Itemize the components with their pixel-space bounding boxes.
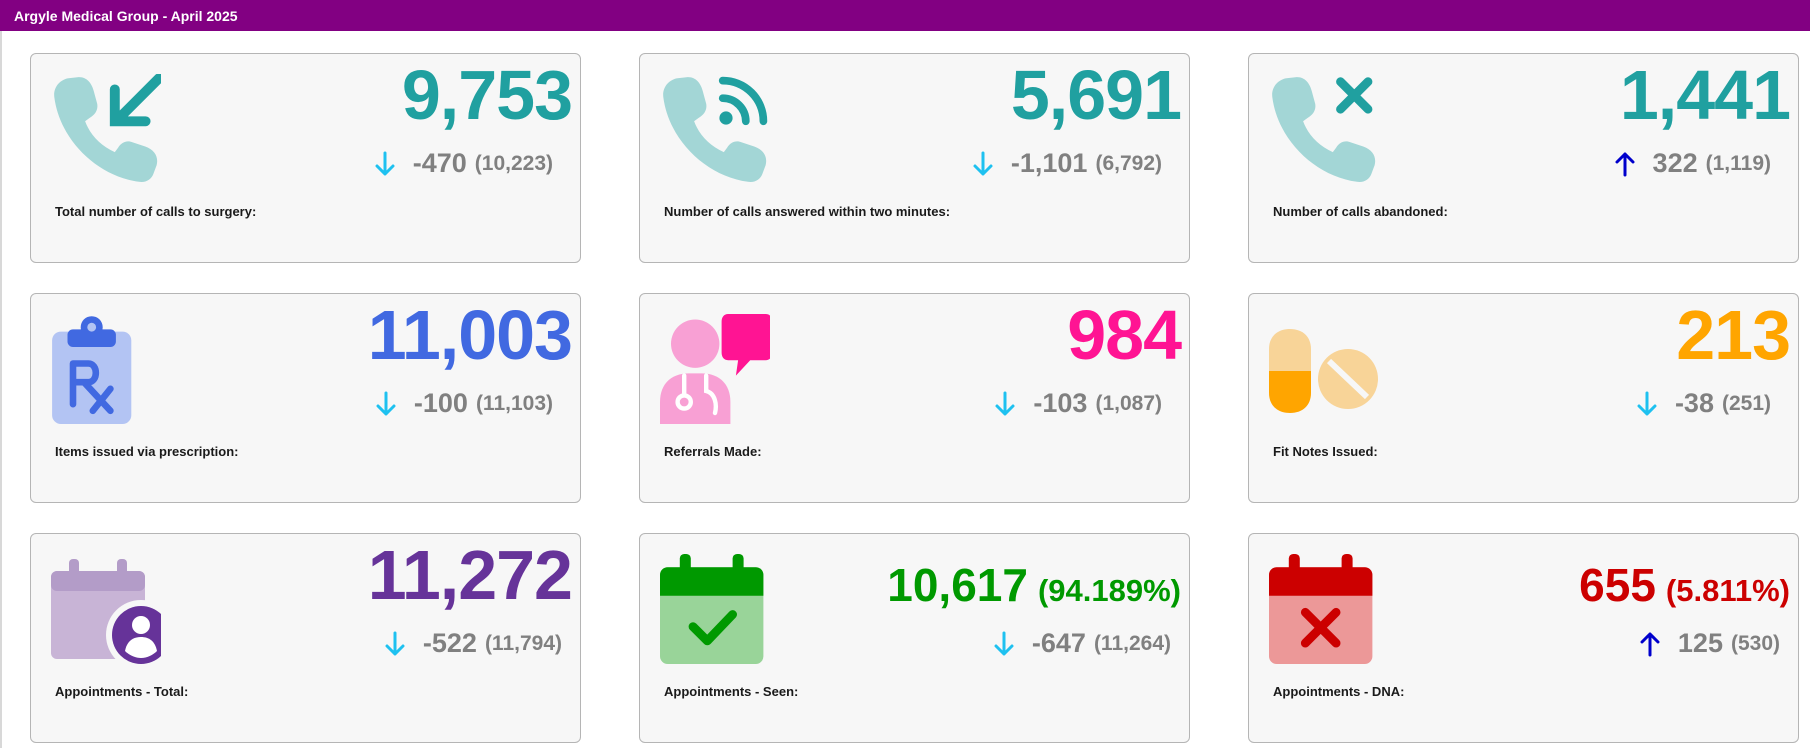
metric-percent: (5.811%) [1665, 573, 1790, 608]
change-value: -100 [413, 388, 468, 418]
page-left-edge [0, 31, 2, 748]
prescription-clipboard-icon [51, 314, 161, 424]
metric-label: Number of calls abandoned: [1273, 204, 1448, 219]
card-total-calls: 9,753 -470 (10,223) Total number of call… [30, 53, 581, 263]
card-prescriptions: 11,003 -100 (11,103) Items issued via pr… [30, 293, 581, 503]
change-line: -522 (11,794) [384, 628, 562, 659]
metric-value: 9,753 [401, 56, 573, 134]
arrow-down-icon [972, 151, 994, 177]
change-line: 322 (1,119) [1614, 148, 1771, 179]
doctor-referral-icon [660, 314, 770, 424]
card-appointments-dna: 655 (5.811%) 125 (530) Appointments - DNA… [1248, 533, 1799, 743]
metric-percent: (94.189%) [1037, 573, 1181, 608]
change-line: -1,101 (6,792) [972, 148, 1162, 179]
metric-label: Total number of calls to surgery: [55, 204, 257, 219]
arrow-down-icon [374, 151, 396, 177]
metric-value-line: 655 (5.811%) [1579, 562, 1790, 608]
change-line: -103 (1,087) [994, 388, 1162, 419]
pills-icon [1269, 314, 1379, 424]
change-value: -1,101 [1010, 148, 1088, 178]
previous-value: (251) [1721, 391, 1771, 415]
calendar-user-icon [51, 554, 161, 664]
phone-answered-icon [660, 74, 770, 184]
previous-value: (6,792) [1095, 151, 1162, 175]
metric-value-line: 10,617 (94.189%) [887, 562, 1181, 608]
card-appointments-total: 11,272 -522 (11,794) Appointments - Tota… [30, 533, 581, 743]
change-line: -100 (11,103) [375, 388, 553, 419]
change-line: -38 (251) [1636, 388, 1771, 419]
arrow-up-icon [1639, 631, 1661, 657]
change-value: 322 [1652, 148, 1698, 178]
arrow-down-icon [994, 391, 1016, 417]
metric-value: 11,003 [367, 296, 573, 374]
previous-value: (530) [1730, 631, 1780, 655]
card-referrals: 984 -103 (1,087) Referrals Made: [639, 293, 1190, 503]
calendar-cross-icon [1269, 554, 1379, 664]
metric-value-line: 984 [1067, 300, 1182, 370]
metric-label: Referrals Made: [664, 444, 762, 459]
metric-value: 10,617 [887, 559, 1028, 611]
card-calls-answered: 5,691 -1,101 (6,792) Number of calls ans… [639, 53, 1190, 263]
previous-value: (1,119) [1705, 151, 1771, 175]
card-calls-abandoned: 1,441 322 (1,119) Number of calls abando… [1248, 53, 1799, 263]
metric-value: 984 [1067, 296, 1182, 374]
report-header: Argyle Medical Group - April 2025 [0, 0, 1810, 31]
card-fit-notes: 213 -38 (251) Fit Notes Issued: [1248, 293, 1799, 503]
metric-value: 655 [1579, 559, 1656, 611]
metric-value-line: 1,441 [1620, 60, 1791, 130]
metric-value-line: 5,691 [1011, 60, 1182, 130]
arrow-down-icon [1636, 391, 1658, 417]
metric-value-line: 213 [1676, 300, 1791, 370]
arrow-up-icon [1614, 151, 1636, 177]
metric-value: 1,441 [1619, 56, 1791, 134]
previous-value: (1,087) [1095, 391, 1162, 415]
metric-value-line: 11,003 [368, 300, 573, 370]
change-value: -103 [1033, 388, 1088, 418]
calendar-check-icon [660, 554, 770, 664]
arrow-down-icon [993, 631, 1015, 657]
metric-label: Appointments - Total: [55, 684, 189, 699]
metric-label: Number of calls answered within two minu… [664, 204, 951, 219]
change-value: 125 [1677, 628, 1723, 658]
previous-value: (11,103) [475, 391, 553, 415]
previous-value: (11,264) [1093, 631, 1171, 655]
phone-incoming-icon [51, 74, 161, 184]
metric-label: Appointments - DNA: [1273, 684, 1405, 699]
metric-value-line: 11,272 [368, 540, 573, 610]
change-value: -470 [412, 148, 467, 178]
metric-label: Fit Notes Issued: [1273, 444, 1378, 459]
change-value: -647 [1031, 628, 1086, 658]
report-title: Argyle Medical Group - April 2025 [14, 7, 238, 24]
arrow-down-icon [375, 391, 397, 417]
previous-value: (11,794) [484, 631, 562, 655]
arrow-down-icon [384, 631, 406, 657]
change-value: -38 [1674, 388, 1714, 418]
change-line: 125 (530) [1639, 628, 1780, 659]
metric-value: 213 [1676, 296, 1791, 374]
metric-value: 5,691 [1010, 56, 1182, 134]
metric-value: 11,272 [367, 536, 573, 614]
change-value: -522 [422, 628, 477, 658]
metric-label: Appointments - Seen: [664, 684, 799, 699]
card-appointments-seen: 10,617 (94.189%) -647 (11,264) Appointmen… [639, 533, 1190, 743]
previous-value: (10,223) [474, 151, 553, 175]
metric-label: Items issued via prescription: [55, 444, 239, 459]
phone-abandoned-icon [1269, 74, 1379, 184]
metric-value-line: 9,753 [402, 60, 573, 130]
change-line: -647 (11,264) [993, 628, 1171, 659]
change-line: -470 (10,223) [374, 148, 553, 179]
